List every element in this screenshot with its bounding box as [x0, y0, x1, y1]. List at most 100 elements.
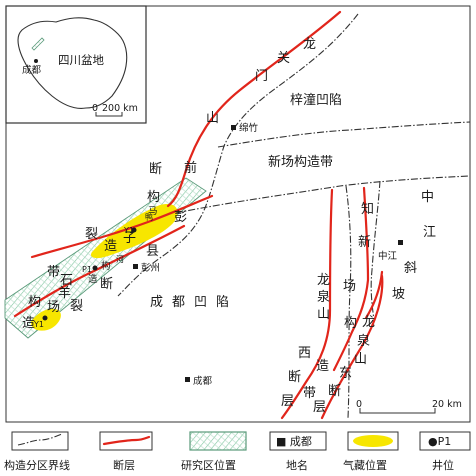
legend-swatch-study-area	[189, 431, 247, 451]
well-y1-north: Y1	[123, 226, 134, 235]
inset-city: 成都	[22, 64, 42, 76]
legend-label-fault: 断层	[113, 458, 135, 472]
legend-label-gas: 气藏位置	[343, 458, 387, 472]
place-marker-pengzhou	[133, 264, 138, 269]
fault-longquanshan-east-3	[320, 274, 384, 420]
label-zao-4: 造	[316, 359, 329, 374]
place-marker-zhongjiang	[398, 240, 403, 245]
boundary-zhixin-west	[345, 185, 352, 419]
scale-label: 20 km	[432, 399, 462, 410]
legend-swatch-well	[419, 431, 471, 451]
well-p1: P1	[82, 265, 92, 274]
inset-basin-label: 四川盆地	[58, 53, 104, 67]
boundary-zitong-south	[217, 121, 471, 148]
inset-city-marker	[34, 59, 38, 63]
legend-gas-shape	[353, 435, 393, 447]
label-lqs-e-dong: 东	[339, 366, 352, 381]
label-lqs-w-quan: 泉	[317, 289, 330, 305]
label-duan-1: 断	[149, 162, 162, 177]
label-lqs-w-shan: 山	[317, 307, 330, 322]
label-chang-2: 场	[343, 279, 356, 294]
label-ya: 鸭	[145, 212, 153, 222]
label-chang: 场	[47, 300, 60, 315]
place-pengzhou: 彭州	[141, 262, 160, 274]
label-zhi: 知	[361, 201, 374, 217]
place-names: 绵竹 彭州 中江 成都	[133, 122, 403, 387]
label-lqs-e-long: 龙	[362, 315, 375, 330]
inset-scale-label: 200 km	[102, 103, 138, 114]
label-xinchang-belt: 新场构造带	[268, 154, 333, 170]
label-duan-2: 断	[100, 277, 113, 292]
label-xie: 斜	[404, 261, 417, 276]
label-zao-1: 造	[104, 239, 117, 254]
label-shi: 石	[60, 273, 73, 288]
scale-zero: 0	[356, 399, 362, 410]
label-xian: 县	[146, 244, 159, 259]
place-chengdu: 成都	[193, 375, 213, 387]
well-y1-south: Y1	[33, 320, 44, 329]
inset-study-area	[31, 37, 45, 51]
label-chengdu-depression: 成都凹陷	[150, 295, 238, 310]
legend-label-boundary: 构造分区界线	[4, 458, 70, 472]
label-dai-2: 带	[303, 386, 316, 401]
legend-well-symbol: ●P1	[428, 435, 451, 448]
label-longmen-2: 龙	[303, 37, 316, 52]
fault-longquanshan-west	[280, 188, 334, 420]
label-lie-2: 裂	[70, 299, 83, 314]
legend-label-place: 地名	[286, 458, 308, 472]
fault-longmenshan	[166, 10, 342, 208]
legend-swatch-boundary	[11, 431, 69, 451]
legend-boundary-line	[17, 433, 63, 446]
label-lqs-w-duan: 断	[288, 370, 301, 385]
well-marker-y1-north	[131, 227, 137, 233]
legend: 构造分区界线 断层 研究区位置 ■ 成都 地名 气藏位置 ●P1 井位	[4, 431, 471, 472]
inset-map: 成都 四川盆地 0 200 km	[5, 5, 147, 124]
wells: Y1 P1 Y1	[33, 226, 137, 329]
label-zitong-depression: 梓潼凹陷	[290, 92, 342, 108]
label-lqs-w-xi: 西	[298, 346, 311, 361]
fault-longquanshan-east	[332, 186, 370, 372]
label-gou-2: 构	[101, 260, 111, 272]
scale-bar: 0 20 km	[356, 399, 462, 414]
label-qian: 前	[184, 160, 197, 176]
region-labels: 关 龙 门 山 梓潼凹陷 新场构造带 前 断 构 裂 造 带 鸭 子 河 构 造…	[22, 37, 436, 415]
label-lie-1: 裂	[85, 227, 98, 242]
label-zao-3: 造	[22, 316, 35, 331]
sichuan-basin-outline	[17, 17, 128, 109]
legend-place-symbol: ■ 成都	[276, 435, 312, 448]
label-dai-1: 带	[47, 265, 60, 280]
label-lqs-e-ceng: 层	[313, 400, 326, 415]
legend-fault-line	[102, 435, 151, 446]
faults	[13, 10, 384, 420]
boundary-zhixin-east	[370, 180, 381, 321]
place-marker-chengdu	[185, 377, 190, 382]
label-lqs-e-shan: 山	[354, 352, 367, 367]
label-zhong: 中	[421, 190, 434, 205]
well-marker-p1	[92, 265, 98, 271]
label-zao-2: 造	[88, 273, 98, 285]
label-lqs-e-duan: 断	[328, 384, 341, 399]
label-gou-1: 构	[147, 190, 160, 205]
inset-scale-bar	[95, 112, 123, 117]
label-lqs-e-quan: 泉	[357, 333, 370, 349]
label-lqs-w-ceng: 层	[281, 394, 294, 409]
label-longmen-3: 门	[255, 69, 268, 84]
label-lqs-w-long: 龙	[317, 273, 330, 288]
label-peng: 彭	[174, 210, 187, 225]
boundary-xinchang-south	[175, 175, 471, 214]
label-xin: 新	[358, 234, 371, 250]
place-marker-mianzhu	[231, 125, 236, 130]
place-zhongjiang: 中江	[378, 250, 398, 262]
label-gou-4: 构	[344, 316, 357, 331]
fault-pengxian	[30, 194, 214, 259]
label-po: 坡	[392, 287, 405, 302]
inset-scale-zero: 0	[92, 103, 98, 114]
label-ma: 马	[148, 206, 158, 217]
legend-label-well: 井位	[432, 458, 454, 472]
label-longmen-1: 关	[277, 51, 290, 66]
boundary-longmenshan-front	[117, 13, 359, 297]
legend-swatch-place	[269, 431, 327, 451]
well-marker-y1-south	[42, 315, 48, 321]
label-he: 河	[116, 254, 124, 264]
